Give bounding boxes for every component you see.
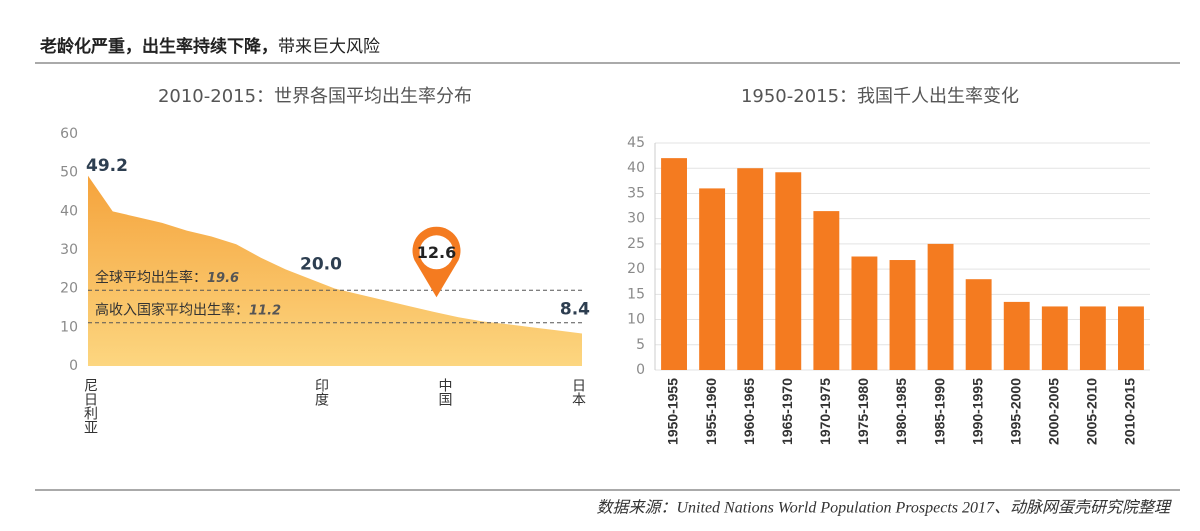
x-tick-label: 2000-2005 [1046,378,1062,445]
y-tick-label: 45 [627,135,645,151]
area [88,175,582,366]
bar [775,172,802,370]
x-tick-label: 尼日利亚 [82,378,98,434]
x-tick-label: 1995-2000 [1007,378,1023,445]
y-tick-label: 0 [636,362,645,378]
bar [737,168,764,370]
reference-label-text: 全球平均出生率： [95,269,207,286]
y-tick-label: 35 [627,185,645,201]
bar [813,211,840,370]
footer-source: 数据来源：United Nations World Population Pro… [597,499,1172,517]
reference-value: 19.6 [207,271,239,286]
x-tick-label: 1965-1970 [779,378,795,445]
bar [927,243,954,370]
bar [851,256,878,370]
x-tick-label: 1980-1985 [893,378,909,445]
bar [1003,301,1030,370]
x-tick-label: 1985-1990 [931,378,947,445]
y-tick-label: 10 [627,312,645,328]
bar [889,260,916,370]
bar [965,279,992,370]
callout-inner [419,235,454,270]
x-tick-label: 印度 [313,378,329,406]
y-tick-label: 20 [60,281,78,297]
bar [1118,306,1144,370]
reference-label: 全球平均出生率：19.6 [95,269,239,286]
y-tick-label: 40 [627,160,645,176]
x-tick-label: 日本 [570,378,586,406]
x-tick-label: 1990-1995 [969,378,985,445]
reference-label: 高收入国家平均出生率：11.2 [95,302,281,319]
y-tick-label: 25 [627,236,645,252]
x-tick-label: 1975-1980 [855,378,871,445]
header-title: 老龄化严重，出生率持续下降，带来巨大风险 [39,36,380,57]
bar [1041,306,1068,370]
x-tick-label: 2005-2010 [1084,378,1100,445]
x-tick-label: 1960-1965 [741,378,757,445]
x-tick-label: 1970-1975 [817,378,833,445]
x-tick-label: 中国 [437,378,453,406]
data-label: 49.2 [86,156,128,176]
reference-label-text: 高收入国家平均出生率： [95,302,249,319]
header-title-bold: 老龄化严重，出生率持续下降， [39,36,278,57]
chart-title: 1950-2015：我国千人出生率变化 [741,86,1019,107]
x-tick-label: 1950-1955 [665,378,681,445]
y-tick-label: 30 [627,211,645,227]
reference-value: 11.2 [249,303,281,318]
y-tick-label: 10 [60,319,78,335]
y-tick-label: 15 [627,286,645,302]
chart-title: 2010-2015：世界各国平均出生率分布 [158,86,472,107]
x-tick-label: 1955-1960 [703,378,719,445]
data-label: 20.0 [300,255,342,275]
y-tick-label: 40 [60,203,78,219]
y-tick-label: 5 [636,337,645,353]
y-tick-label: 60 [60,126,78,142]
bar [699,188,726,370]
x-tick-label: 2010-2015 [1122,378,1138,445]
y-tick-label: 20 [627,261,645,277]
data-label: 12.6 [417,243,456,262]
bar [661,158,687,370]
y-tick-label: 30 [60,242,78,258]
header-title-rest: 带来巨大风险 [278,37,380,57]
data-label: 8.4 [560,300,590,320]
y-tick-label: 50 [60,165,78,181]
bar [1079,306,1106,370]
y-tick-label: 0 [69,358,78,374]
